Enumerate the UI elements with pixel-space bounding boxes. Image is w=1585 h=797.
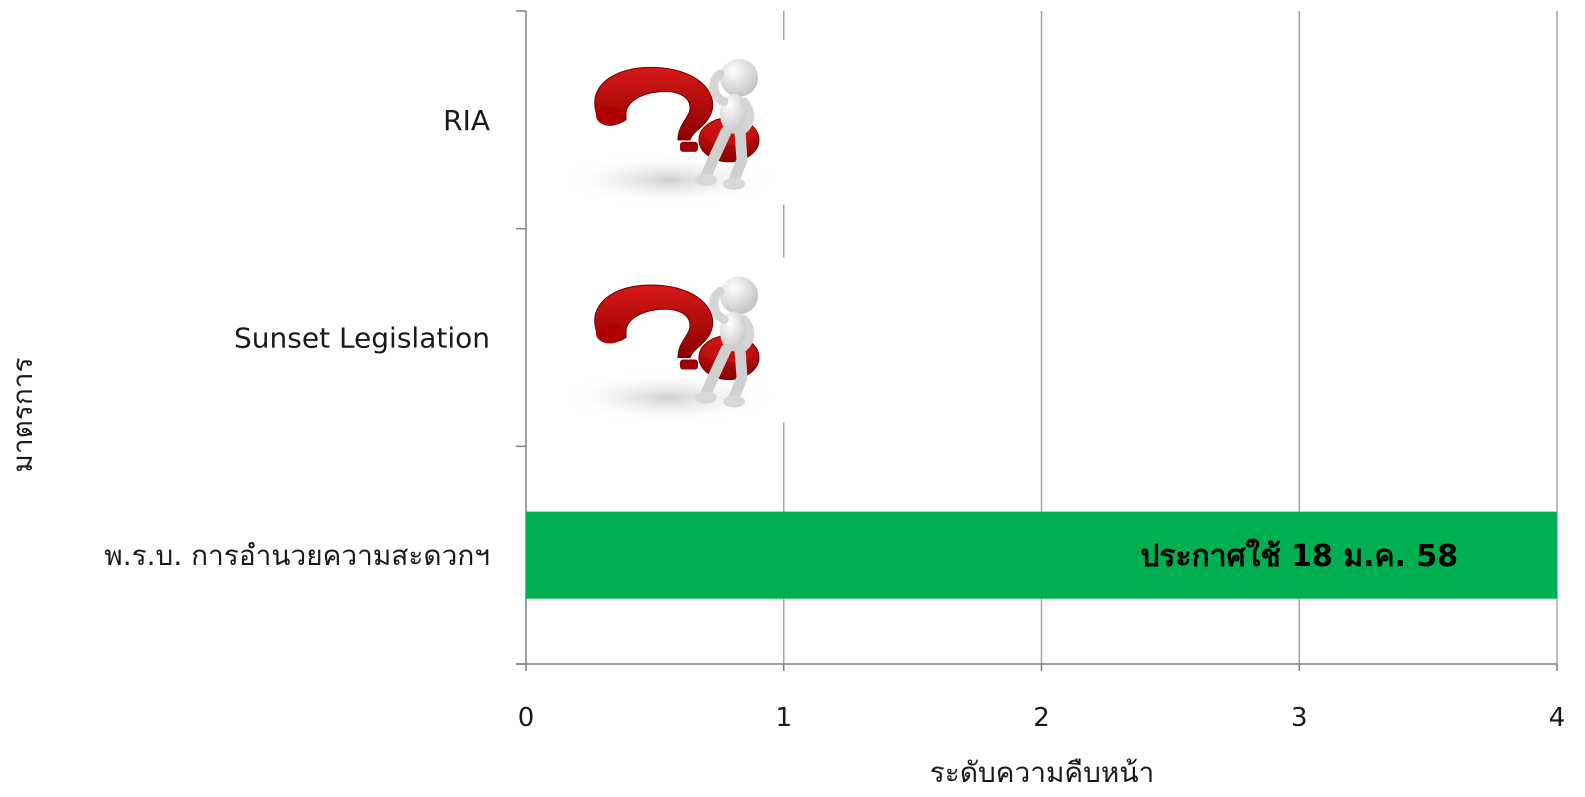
- category-label: พ.ร.บ. การอำนวยความสะดวกฯ: [104, 539, 490, 572]
- category-markers: [559, 40, 794, 424]
- x-tick-labels: 0 1 2 3 4: [518, 703, 1566, 733]
- x-tick-label: 0: [518, 703, 535, 733]
- x-axis-title: ระดับความคืบหน้า: [930, 756, 1155, 789]
- axis-titles: ระดับความคืบหน้า มาตรการ: [6, 357, 1154, 789]
- category-label: RIA: [443, 104, 490, 137]
- x-tick-label: 1: [775, 703, 792, 733]
- x-tick-label: 2: [1033, 703, 1050, 733]
- question-mark-thinking-figure-icon: [559, 258, 794, 424]
- x-tick-label: 3: [1291, 703, 1308, 733]
- bars: ประกาศใช้ 18 ม.ค. 58: [526, 511, 1557, 599]
- category-label: Sunset Legislation: [234, 322, 490, 355]
- bar-data-label: ประกาศใช้ 18 ม.ค. 58: [1140, 538, 1458, 574]
- y-axis-title: มาตรการ: [6, 357, 39, 472]
- x-tick-label: 4: [1549, 703, 1566, 733]
- question-mark-thinking-figure-icon: [559, 40, 794, 206]
- bar: [526, 511, 1557, 599]
- category-labels: RIA Sunset Legislation พ.ร.บ. การอำนวยความ…: [104, 104, 490, 572]
